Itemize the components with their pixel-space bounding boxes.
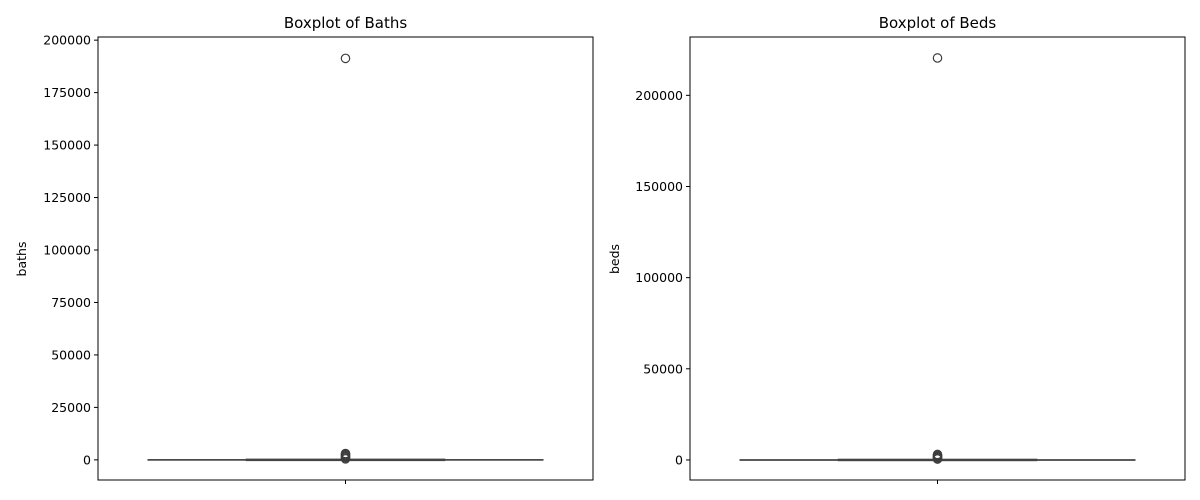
y-tick-label: 50000	[643, 361, 683, 376]
chart-title: Boxplot of Baths	[284, 14, 407, 32]
y-tick-label: 0	[83, 452, 91, 467]
y-tick-label: 0	[675, 452, 683, 467]
y-axis-label: beds	[607, 244, 622, 274]
y-tick-label: 150000	[635, 179, 683, 194]
beds-boxplot-panel: Boxplot of Beds beds 0 50000 100000 150000 2…	[607, 14, 1186, 484]
y-tick-label: 100000	[635, 270, 683, 285]
y-tick-label: 100000	[43, 243, 91, 258]
chart-title: Boxplot of Beds	[879, 14, 997, 32]
y-tick-label: 175000	[43, 85, 91, 100]
y-tick-label: 75000	[51, 295, 91, 310]
y-tick-label: 125000	[43, 190, 91, 205]
y-axis-label: baths	[14, 242, 29, 277]
y-tick-label: 50000	[51, 347, 91, 362]
y-tick-label: 150000	[43, 138, 91, 153]
y-tick-label: 200000	[635, 88, 683, 103]
plot-frame	[97, 36, 594, 481]
outlier-point	[932, 454, 943, 464]
y-axis-ticks: 0 50000 100000 150000 200000	[635, 88, 938, 484]
baths-boxplot-panel: Boxplot of Baths baths 0 25000 50000 75000 1…	[14, 14, 594, 484]
outlier-point	[340, 454, 351, 464]
outlier-point	[340, 53, 351, 64]
y-tick-label: 200000	[43, 33, 91, 48]
plot-frame	[689, 36, 1186, 481]
y-tick-label: 25000	[51, 400, 91, 415]
outlier-point	[932, 53, 943, 63]
y-axis-ticks: 0 25000 50000 75000 100000 125000 150000 175000…	[43, 33, 346, 484]
plot-marks	[739, 53, 1136, 464]
plot-marks	[147, 53, 544, 464]
